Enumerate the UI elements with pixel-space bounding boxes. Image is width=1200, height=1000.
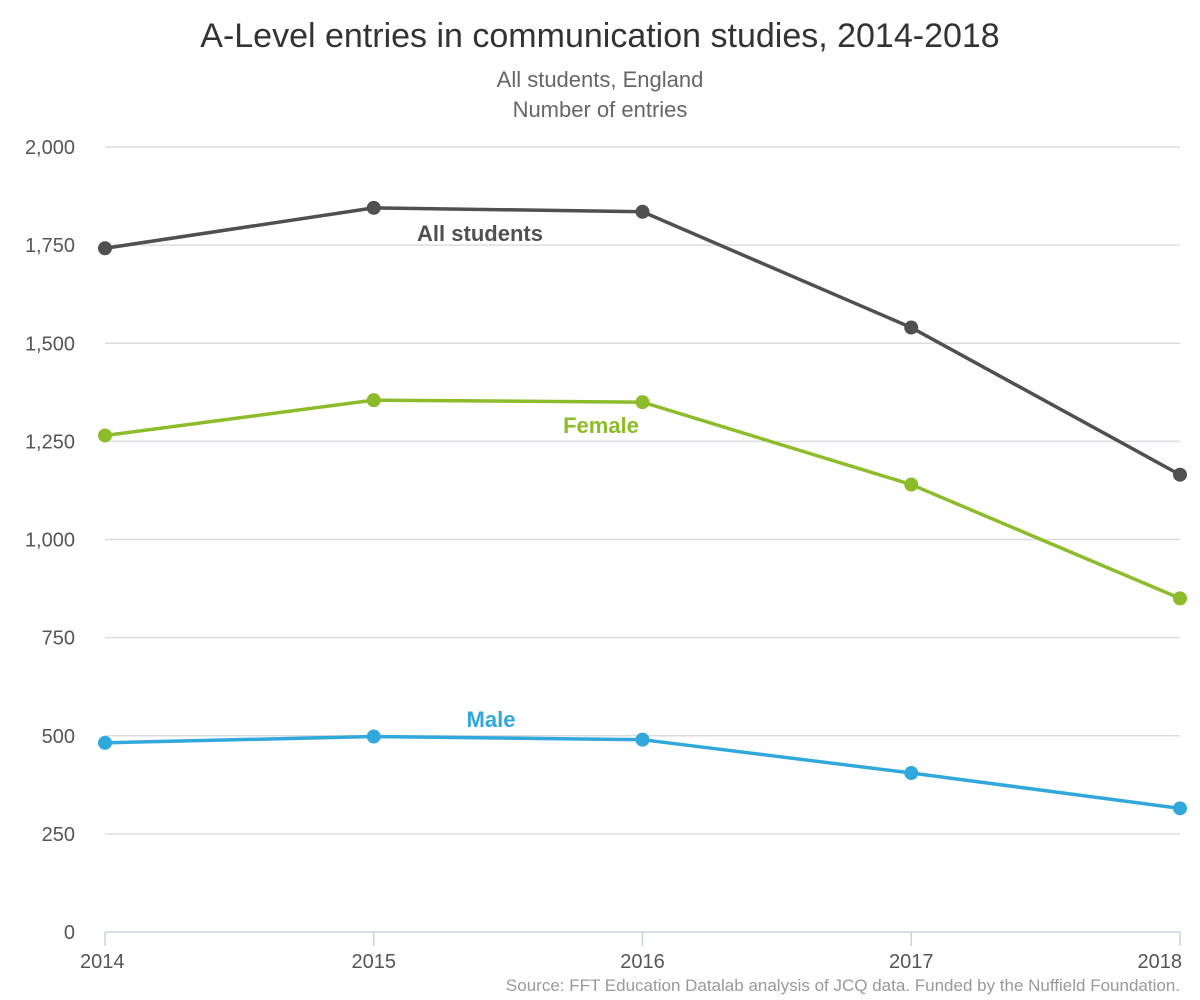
series-all-students <box>98 200 1187 482</box>
x-tick-label: 2015 <box>352 951 397 973</box>
source-note: Source: FFT Education Datalab analysis o… <box>506 976 1180 995</box>
data-point-all-students <box>1173 467 1187 482</box>
y-tick-label: 1,500 <box>25 333 75 355</box>
data-point-male <box>1173 801 1187 816</box>
data-point-female <box>904 477 919 492</box>
y-tick-label: 1,750 <box>25 235 75 257</box>
y-tick-label: 2,000 <box>25 137 75 159</box>
data-point-male <box>98 735 112 750</box>
y-tick-label: 1,250 <box>25 431 75 453</box>
series-line-female <box>104 398 1181 600</box>
x-tick-label: 2016 <box>620 951 665 973</box>
series-label-male: Male <box>467 707 516 732</box>
data-point-male <box>904 766 919 781</box>
series-line-all-students <box>104 206 1181 477</box>
data-point-all-students <box>98 241 112 256</box>
series-label-female: Female <box>563 413 639 438</box>
data-point-female <box>1173 591 1187 606</box>
series-female <box>98 393 1187 606</box>
data-point-all-students <box>366 200 381 215</box>
gridlines <box>105 146 1180 835</box>
data-point-all-students <box>635 204 650 219</box>
chart-title: A-Level entries in communication studies… <box>200 17 999 55</box>
y-tick-label: 750 <box>42 628 75 650</box>
y-tick-label: 500 <box>42 726 75 748</box>
data-point-female <box>635 395 650 410</box>
x-tick-label: 2014 <box>80 951 125 973</box>
x-axis: 2014 2015 2016 2017 2018 <box>80 931 1183 973</box>
x-tick-label: 2017 <box>889 951 934 973</box>
data-point-female <box>366 393 381 408</box>
data-point-male <box>366 729 381 744</box>
y-axis-tick-labels: 0 250 500 750 1,000 1,250 1,500 1,750 2,000 <box>25 137 75 944</box>
series-label-all-students: All students <box>417 221 543 246</box>
x-tick-label: 2018 <box>1138 951 1183 973</box>
y-tick-label: 1,000 <box>25 530 75 552</box>
data-point-male <box>635 732 650 747</box>
series-line-male <box>104 734 1181 811</box>
y-tick-label: 250 <box>42 824 75 846</box>
series-lines <box>98 200 1187 816</box>
chart-subtitle-line-1: All students, England <box>497 67 704 92</box>
series-labels: All students Female Male <box>417 221 639 732</box>
series-male <box>98 729 1187 816</box>
data-point-all-students <box>904 320 919 335</box>
chart-subtitle-line-2: Number of entries <box>513 97 688 122</box>
y-tick-label: 0 <box>64 922 75 944</box>
data-point-female <box>98 428 112 443</box>
